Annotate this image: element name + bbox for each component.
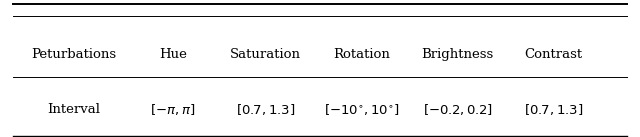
Text: Hue: Hue: [159, 48, 187, 61]
Text: Brightness: Brightness: [422, 48, 493, 61]
Text: Interval: Interval: [47, 103, 100, 116]
Text: $[-0.2, 0.2]$: $[-0.2, 0.2]$: [422, 102, 493, 117]
Text: Peturbations: Peturbations: [31, 48, 116, 61]
Text: $[0.7, 1.3]$: $[0.7, 1.3]$: [524, 102, 583, 117]
Text: Rotation: Rotation: [333, 48, 390, 61]
Text: Saturation: Saturation: [230, 48, 301, 61]
Text: $[0.7, 1.3]$: $[0.7, 1.3]$: [236, 102, 295, 117]
Text: $[-\pi, \pi]$: $[-\pi, \pi]$: [150, 102, 195, 117]
Text: $[-10^{\circ}, 10^{\circ}]$: $[-10^{\circ}, 10^{\circ}]$: [324, 102, 399, 117]
Text: Contrast: Contrast: [525, 48, 582, 61]
